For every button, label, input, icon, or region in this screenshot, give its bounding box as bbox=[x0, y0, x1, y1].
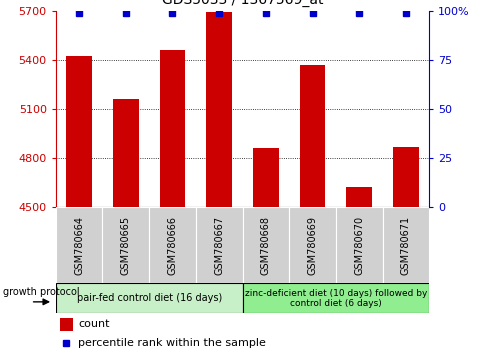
Bar bbox=[346, 188, 371, 207]
Bar bbox=[299, 65, 325, 207]
Text: pair-fed control diet (16 days): pair-fed control diet (16 days) bbox=[76, 293, 221, 303]
Text: GSM780665: GSM780665 bbox=[121, 216, 131, 275]
Text: GSM780671: GSM780671 bbox=[400, 216, 410, 275]
Bar bbox=[159, 50, 185, 207]
Bar bbox=[242, 283, 428, 313]
Bar bbox=[56, 207, 102, 283]
Bar bbox=[242, 207, 288, 283]
Text: percentile rank within the sample: percentile rank within the sample bbox=[78, 338, 266, 348]
Bar bbox=[149, 207, 196, 283]
Bar bbox=[382, 207, 428, 283]
Text: GSM780664: GSM780664 bbox=[74, 216, 84, 275]
Bar bbox=[66, 57, 92, 207]
Bar bbox=[253, 148, 278, 207]
Bar bbox=[206, 12, 231, 207]
Text: GSM780667: GSM780667 bbox=[214, 216, 224, 275]
Text: count: count bbox=[78, 319, 109, 329]
Bar bbox=[113, 99, 138, 207]
Bar bbox=[196, 207, 242, 283]
Bar bbox=[335, 207, 382, 283]
Text: GSM780670: GSM780670 bbox=[353, 216, 363, 275]
Bar bbox=[102, 207, 149, 283]
Text: zinc-deficient diet (10 days) followed by
control diet (6 days): zinc-deficient diet (10 days) followed b… bbox=[244, 289, 426, 308]
Text: growth protocol: growth protocol bbox=[3, 287, 79, 297]
Text: GSM780668: GSM780668 bbox=[260, 216, 270, 275]
Bar bbox=[60, 318, 73, 331]
Text: GSM780669: GSM780669 bbox=[307, 216, 317, 275]
Bar bbox=[56, 283, 242, 313]
Title: GDS5033 / 1367569_at: GDS5033 / 1367569_at bbox=[162, 0, 322, 7]
Bar bbox=[288, 207, 335, 283]
Text: GSM780666: GSM780666 bbox=[167, 216, 177, 275]
Bar bbox=[392, 147, 418, 207]
